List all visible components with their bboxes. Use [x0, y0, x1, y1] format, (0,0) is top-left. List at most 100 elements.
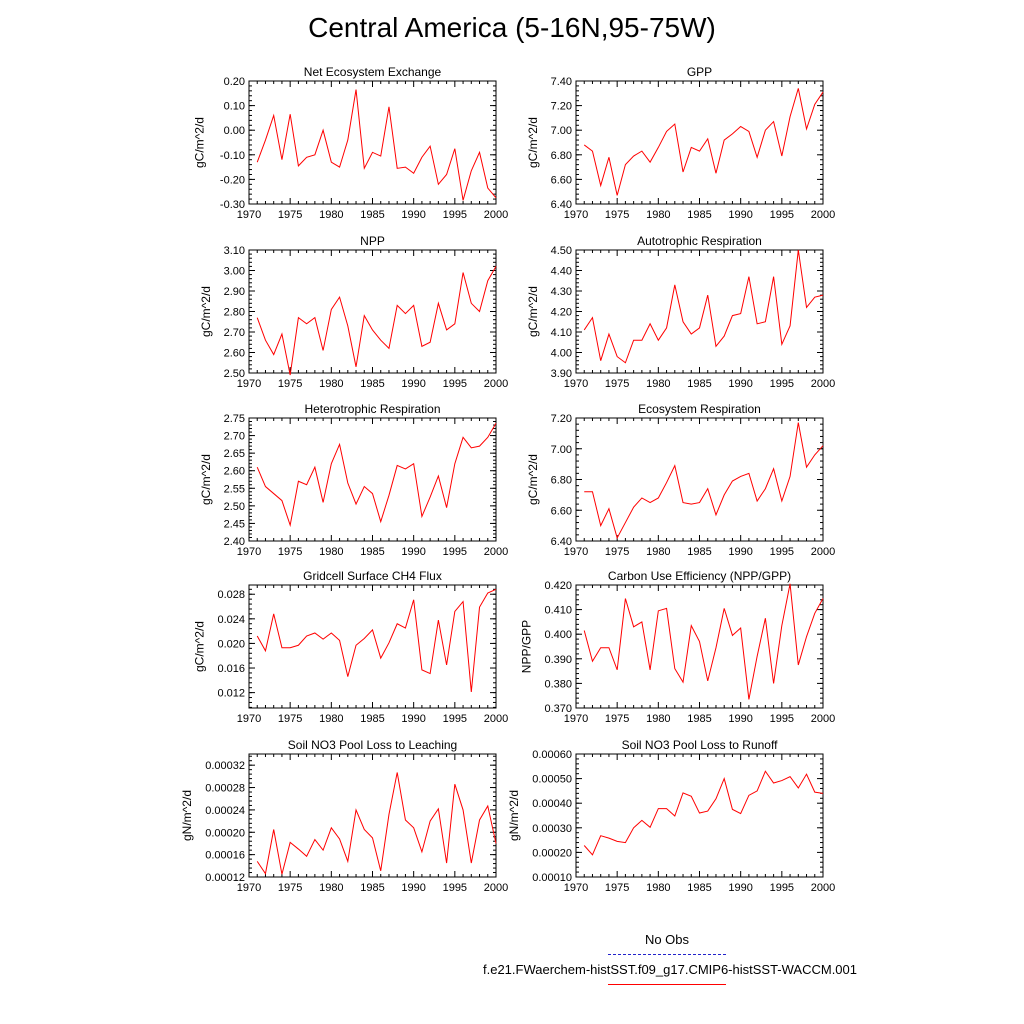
chart-soil-no3-pool-loss-to-leaching-xtick-label: 1985 — [360, 882, 384, 894]
chart-soil-no3-pool-loss-to-leaching-ytick-label: 0.00016 — [205, 850, 245, 862]
chart-gpp-xtick-label: 1985 — [687, 209, 711, 221]
chart-gpp-xtick-label: 1995 — [770, 209, 794, 221]
chart-heterotrophic-respiration-ytick-label: 2.40 — [224, 536, 245, 548]
chart-soil-no3-pool-loss-to-leaching-ytick-label: 0.00028 — [205, 783, 245, 795]
chart-net-ecosystem-exchange-ytick-label: 0.20 — [224, 76, 245, 88]
chart-autotrophic-respiration-ytick-label: 4.40 — [551, 266, 572, 278]
chart-carbon-use-efficiency-npp-gpp-ytick-label: 0.400 — [544, 629, 572, 641]
chart-net-ecosystem-exchange-xtick-label: 2000 — [484, 209, 508, 221]
chart-gridcell-surface-ch4-flux-ytick-label: 0.012 — [217, 688, 245, 700]
chart-npp-xtick-label: 1990 — [401, 378, 425, 390]
chart-heterotrophic-respiration-frame — [248, 417, 497, 542]
chart-gpp-title: GPP — [687, 65, 712, 79]
chart-soil-no3-pool-loss-to-runoff-frame — [575, 753, 824, 878]
chart-carbon-use-efficiency-npp-gpp-xtick-label: 1975 — [605, 713, 629, 725]
chart-npp-xtick-label: 1995 — [443, 378, 467, 390]
chart-heterotrophic-respiration-xtick-label: 1995 — [443, 546, 467, 558]
chart-ecosystem-respiration-xtick-label: 1975 — [605, 546, 629, 558]
chart-soil-no3-pool-loss-to-runoff-ytick-label: 0.00040 — [532, 798, 572, 810]
chart-soil-no3-pool-loss-to-leaching-xtick-label: 1990 — [401, 882, 425, 894]
chart-autotrophic-respiration-ytick-label: 4.20 — [551, 307, 572, 319]
chart-heterotrophic-respiration-ytick-label: 2.60 — [224, 466, 245, 478]
chart-net-ecosystem-exchange-series-line — [256, 89, 497, 201]
chart-npp-ytick-label: 2.70 — [224, 327, 245, 339]
chart-heterotrophic-respiration-xtick-label: 1985 — [360, 546, 384, 558]
chart-gridcell-surface-ch4-flux-xtick-label: 2000 — [484, 713, 508, 725]
chart-ecosystem-respiration-ytick-label: 6.80 — [551, 475, 572, 487]
chart-heterotrophic-respiration-xtick-label: 1990 — [401, 546, 425, 558]
chart-ecosystem-respiration-series-line — [584, 422, 824, 540]
chart-ecosystem-respiration-xtick-label: 1980 — [646, 546, 670, 558]
chart-net-ecosystem-exchange-ytick-label: 0.00 — [224, 125, 245, 137]
chart-soil-no3-pool-loss-to-leaching-ytick-label: 0.00020 — [205, 827, 245, 839]
chart-net-ecosystem-exchange-title: Net Ecosystem Exchange — [304, 65, 442, 79]
chart-gridcell-surface-ch4-flux-ytick-label: 0.020 — [217, 638, 245, 650]
chart-ecosystem-respiration-ytick-label: 7.20 — [551, 413, 572, 425]
chart-gpp: GPP 1970 1975 1980 1985 1990 1995 2000 6.40 6.60 6… — [526, 65, 835, 221]
chart-soil-no3-pool-loss-to-leaching-title: Soil NO3 Pool Loss to Leaching — [288, 738, 457, 752]
chart-gridcell-surface-ch4-flux-title: Gridcell Surface CH4 Flux — [303, 569, 442, 583]
chart-heterotrophic-respiration: Heterotrophic Respiration 1970 1975 1980 198… — [199, 402, 508, 558]
chart-heterotrophic-respiration-xtick-label: 1980 — [319, 546, 343, 558]
chart-soil-no3-pool-loss-to-leaching: Soil NO3 Pool Loss to Leaching 1970 1975 19… — [180, 738, 508, 894]
chart-npp-series-line — [256, 266, 497, 376]
chart-npp: NPP 1970 1975 1980 1985 1990 1995 2000 2.50 2.60 2… — [199, 234, 508, 390]
chart-carbon-use-efficiency-npp-gpp-ytick-label: 0.380 — [544, 678, 572, 690]
chart-soil-no3-pool-loss-to-leaching-xtick-label: 2000 — [484, 882, 508, 894]
chart-carbon-use-efficiency-npp-gpp-title: Carbon Use Efficiency (NPP/GPP) — [608, 569, 791, 583]
chart-npp-ylabel: gC/m^2/d — [199, 286, 213, 337]
chart-gridcell-surface-ch4-flux-ylabel: gC/m^2/d — [193, 621, 207, 672]
chart-ecosystem-respiration-xtick-label: 1995 — [770, 546, 794, 558]
chart-npp-title: NPP — [360, 234, 385, 248]
chart-gridcell-surface-ch4-flux-xtick-label: 1985 — [360, 713, 384, 725]
chart-gpp-xtick-label: 1975 — [605, 209, 629, 221]
chart-ecosystem-respiration-xtick-label: 1985 — [687, 546, 711, 558]
chart-carbon-use-efficiency-npp-gpp-xtick-label: 1990 — [728, 713, 752, 725]
chart-heterotrophic-respiration-xtick-label: 1975 — [278, 546, 302, 558]
chart-npp-ytick-label: 2.50 — [224, 368, 245, 380]
chart-carbon-use-efficiency-npp-gpp-xtick-label: 1980 — [646, 713, 670, 725]
chart-carbon-use-efficiency-npp-gpp-xtick-label: 2000 — [811, 713, 835, 725]
chart-npp-xtick-label: 1980 — [319, 378, 343, 390]
chart-gridcell-surface-ch4-flux: Gridcell Surface CH4 Flux 1970 1975 1980 198… — [193, 569, 509, 725]
chart-net-ecosystem-exchange-xtick-label: 1980 — [319, 209, 343, 221]
chart-net-ecosystem-exchange-ytick-label: -0.10 — [220, 150, 245, 162]
chart-heterotrophic-respiration-xtick-label: 1970 — [237, 546, 261, 558]
chart-npp-xtick-label: 1970 — [237, 378, 261, 390]
chart-gridcell-surface-ch4-flux-xtick-label: 1970 — [237, 713, 261, 725]
chart-heterotrophic-respiration-ytick-label: 2.50 — [224, 501, 245, 513]
chart-npp-ytick-label: 3.10 — [224, 245, 245, 257]
chart-net-ecosystem-exchange-ytick-label: 0.10 — [224, 101, 245, 113]
chart-gridcell-surface-ch4-flux-frame — [248, 584, 497, 709]
chart-soil-no3-pool-loss-to-leaching-xtick-label: 1995 — [443, 882, 467, 894]
chart-autotrophic-respiration-title: Autotrophic Respiration — [637, 234, 762, 248]
chart-heterotrophic-respiration-ytick-label: 2.45 — [224, 518, 245, 530]
chart-ecosystem-respiration-xtick-label: 1990 — [728, 546, 752, 558]
chart-net-ecosystem-exchange-ytick-label: -0.20 — [220, 174, 245, 186]
chart-ecosystem-respiration-title: Ecosystem Respiration — [638, 402, 761, 416]
chart-npp-ytick-label: 2.90 — [224, 286, 245, 298]
page-title: Central America (5-16N,95-75W) — [308, 12, 716, 43]
chart-autotrophic-respiration-ytick-label: 4.10 — [551, 327, 572, 339]
chart-autotrophic-respiration-ytick-label: 3.90 — [551, 368, 572, 380]
chart-soil-no3-pool-loss-to-leaching-ylabel: gN/m^2/d — [180, 790, 194, 841]
chart-autotrophic-respiration-ylabel: gC/m^2/d — [526, 286, 540, 337]
chart-net-ecosystem-exchange-xtick-label: 1990 — [401, 209, 425, 221]
chart-soil-no3-pool-loss-to-runoff-xtick-label: 1980 — [646, 882, 670, 894]
legend-case-line — [608, 984, 726, 985]
chart-soil-no3-pool-loss-to-runoff-xtick-label: 2000 — [811, 882, 835, 894]
chart-autotrophic-respiration-frame — [575, 249, 824, 374]
chart-gridcell-surface-ch4-flux-ytick-label: 0.024 — [217, 614, 245, 626]
chart-net-ecosystem-exchange-xtick-label: 1995 — [443, 209, 467, 221]
chart-heterotrophic-respiration-title: Heterotrophic Respiration — [304, 402, 440, 416]
chart-gpp-ytick-label: 7.40 — [551, 76, 572, 88]
chart-autotrophic-respiration: Autotrophic Respiration 1970 1975 1980 1985 1… — [526, 234, 835, 390]
chart-soil-no3-pool-loss-to-runoff-xtick-label: 1990 — [728, 882, 752, 894]
chart-autotrophic-respiration-xtick-label: 1980 — [646, 378, 670, 390]
chart-soil-no3-pool-loss-to-runoff-series-line — [583, 770, 824, 856]
chart-soil-no3-pool-loss-to-runoff-title: Soil NO3 Pool Loss to Runoff — [622, 738, 779, 752]
chart-ecosystem-respiration-ytick-label: 6.40 — [551, 536, 572, 548]
chart-net-ecosystem-exchange-xtick-label: 1970 — [237, 209, 261, 221]
chart-gpp-ylabel: gC/m^2/d — [526, 117, 540, 168]
